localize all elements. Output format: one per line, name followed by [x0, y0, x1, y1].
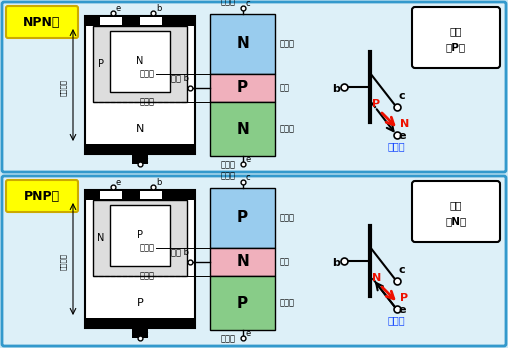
- Bar: [100, 191, 122, 199]
- Text: b: b: [156, 178, 162, 187]
- Text: e: e: [116, 178, 121, 187]
- Bar: [85, 190, 195, 200]
- Bar: [100, 17, 122, 25]
- Bar: [85, 144, 195, 154]
- Text: 中间: 中间: [450, 200, 462, 210]
- Text: P: P: [400, 293, 408, 303]
- Text: N: N: [400, 119, 409, 129]
- Bar: [210, 188, 275, 248]
- Text: b: b: [156, 4, 162, 13]
- Text: 基极 b: 基极 b: [171, 247, 189, 256]
- Bar: [93, 200, 187, 276]
- Text: 发射极: 发射极: [220, 334, 236, 343]
- FancyBboxPatch shape: [2, 176, 506, 346]
- Text: N: N: [236, 121, 249, 136]
- Bar: [132, 154, 148, 164]
- Bar: [93, 26, 187, 102]
- Text: e: e: [245, 155, 251, 164]
- Text: N: N: [236, 37, 249, 52]
- Bar: [110, 31, 170, 92]
- Bar: [210, 248, 275, 276]
- Text: 几百微米: 几百微米: [60, 253, 67, 269]
- Bar: [85, 190, 195, 328]
- Text: 发射区: 发射区: [280, 125, 295, 134]
- Text: P: P: [372, 99, 380, 109]
- Text: N: N: [372, 273, 381, 283]
- Text: 为P区: 为P区: [446, 42, 466, 53]
- Bar: [85, 16, 195, 154]
- Text: 发射结: 发射结: [140, 97, 155, 106]
- Text: c: c: [399, 91, 405, 101]
- Bar: [210, 276, 275, 330]
- Text: 发射极: 发射极: [220, 160, 236, 169]
- Text: N: N: [98, 233, 105, 243]
- Text: NPN型: NPN型: [23, 16, 60, 29]
- Text: 集电区: 集电区: [280, 214, 295, 222]
- Text: 为N区: 为N区: [446, 216, 467, 227]
- Text: c: c: [399, 265, 405, 275]
- Text: c: c: [245, 0, 250, 8]
- Text: 集电极: 集电极: [220, 0, 236, 6]
- Text: 集电区: 集电区: [280, 40, 295, 48]
- Text: e: e: [245, 329, 251, 338]
- Bar: [85, 318, 195, 328]
- Text: 发射区: 发射区: [280, 299, 295, 308]
- Bar: [210, 102, 275, 156]
- Text: N: N: [136, 56, 144, 66]
- Text: 发射极: 发射极: [388, 141, 405, 151]
- Text: 基极 b: 基极 b: [171, 73, 189, 82]
- Text: P: P: [137, 230, 143, 240]
- Bar: [110, 205, 170, 266]
- Text: 集电极: 集电极: [220, 171, 236, 180]
- Text: 基区: 基区: [280, 258, 290, 267]
- FancyBboxPatch shape: [412, 7, 500, 68]
- Text: 集电结: 集电结: [140, 70, 155, 79]
- Bar: [210, 74, 275, 102]
- FancyBboxPatch shape: [6, 180, 78, 212]
- Bar: [140, 17, 162, 25]
- Text: PNP型: PNP型: [24, 190, 60, 203]
- Text: b: b: [332, 258, 340, 268]
- Text: N: N: [236, 254, 249, 269]
- Text: N: N: [136, 124, 144, 134]
- Bar: [210, 14, 275, 74]
- Text: P: P: [98, 59, 104, 69]
- Bar: [85, 16, 195, 26]
- Text: c: c: [245, 173, 250, 182]
- FancyBboxPatch shape: [2, 2, 506, 172]
- Text: P: P: [237, 80, 248, 95]
- Text: c: c: [143, 330, 148, 339]
- FancyBboxPatch shape: [412, 181, 500, 242]
- Text: e: e: [116, 4, 121, 13]
- Text: e: e: [399, 305, 406, 315]
- Text: P: P: [137, 298, 143, 308]
- Text: c: c: [143, 156, 148, 165]
- Text: P: P: [237, 295, 248, 310]
- Text: 发射极: 发射极: [388, 315, 405, 325]
- Bar: [132, 328, 148, 338]
- Text: 发射结: 发射结: [140, 271, 155, 280]
- Text: 基区: 基区: [280, 84, 290, 93]
- Text: e: e: [399, 131, 406, 141]
- Text: P: P: [237, 211, 248, 226]
- Text: 集电结: 集电结: [140, 244, 155, 253]
- Bar: [140, 191, 162, 199]
- FancyBboxPatch shape: [6, 6, 78, 38]
- Text: b: b: [332, 84, 340, 94]
- Text: 几百微米: 几百微米: [60, 79, 67, 95]
- Text: 中间: 中间: [450, 26, 462, 36]
